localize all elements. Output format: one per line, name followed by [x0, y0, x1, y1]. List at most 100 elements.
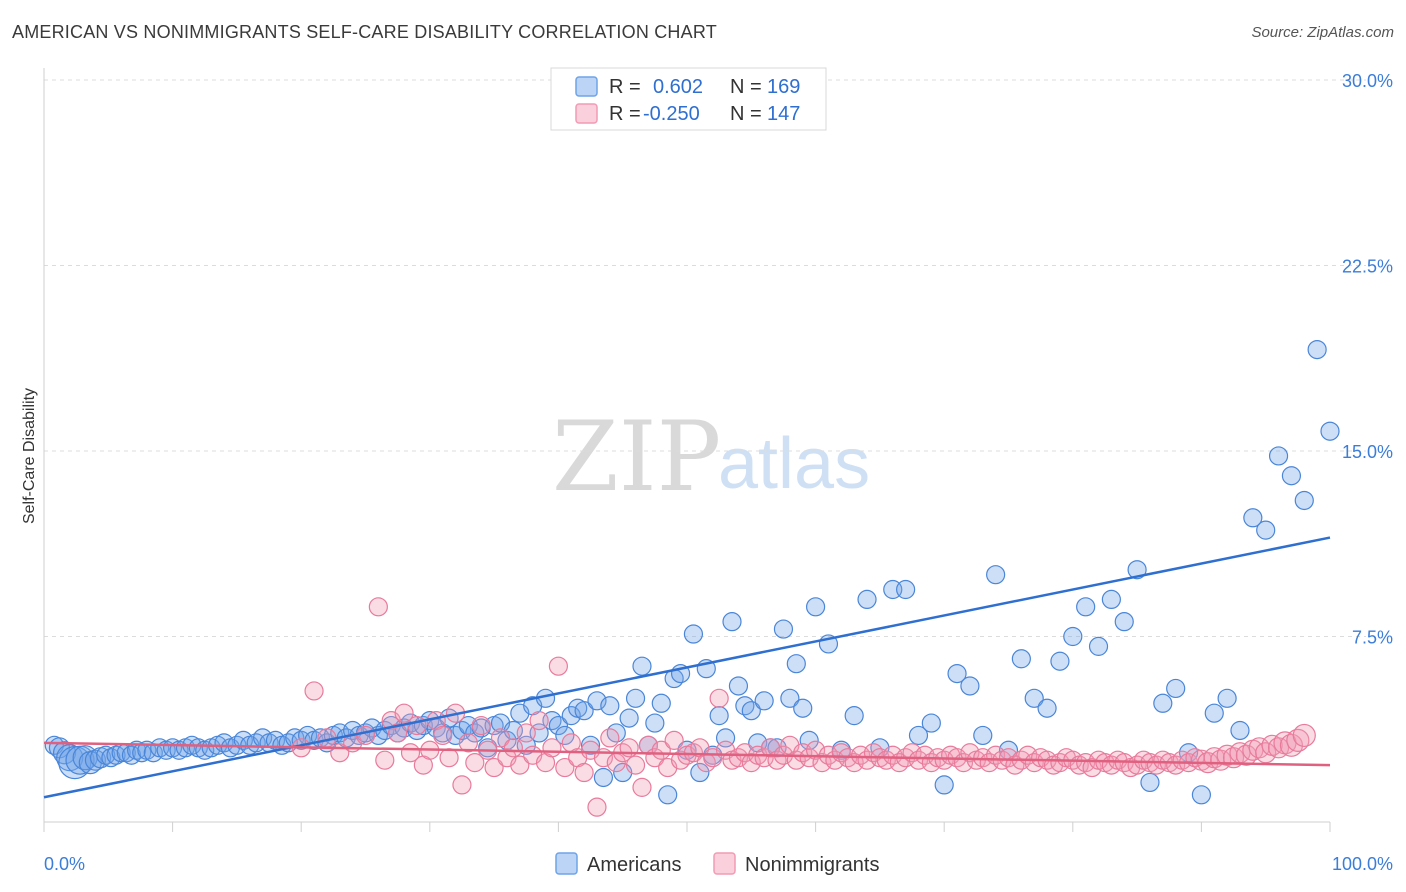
- data-point-nonimmigrants: [741, 753, 761, 773]
- y-tick-label: 22.5%: [1342, 257, 1393, 277]
- data-point-americans: [1101, 589, 1121, 610]
- data-point-americans: [1076, 597, 1096, 617]
- data-point-americans: [645, 713, 665, 733]
- y-tick-label: 15.0%: [1342, 442, 1393, 462]
- data-point-americans: [1088, 636, 1109, 656]
- watermark-zip: ZIP: [552, 401, 721, 513]
- data-point-nonimmigrants: [1082, 757, 1102, 778]
- data-point-americans: [780, 688, 800, 708]
- data-point-americans: [1153, 693, 1173, 713]
- data-point-americans: [580, 735, 601, 755]
- data-point-americans: [1320, 421, 1340, 441]
- legend-americans-label: Americans: [587, 854, 681, 876]
- data-point-americans: [1230, 720, 1250, 741]
- data-point-nonimmigrants: [484, 757, 504, 778]
- data-point-nonimmigrants: [632, 777, 652, 797]
- nonimmigrants-n-label: N =: [730, 103, 762, 125]
- data-point-nonimmigrants: [458, 733, 478, 753]
- y-tick-label: 30.0%: [1342, 71, 1393, 91]
- data-point-americans: [709, 706, 729, 726]
- data-point-nonimmigrants: [368, 597, 388, 617]
- data-point-americans: [1281, 466, 1302, 486]
- data-point-nonimmigrants: [574, 762, 594, 783]
- stats-legend: R = 0.602 N = 169 R = -0.250 N = 147: [550, 67, 827, 131]
- data-point-nonimmigrants: [625, 755, 646, 775]
- grid-lines: [44, 79, 1366, 637]
- data-point-americans: [1063, 626, 1083, 647]
- data-point-americans: [1050, 651, 1070, 671]
- trend-line-nonimmigrants: [43, 741, 1331, 767]
- data-point-americans: [625, 688, 646, 708]
- data-point-americans: [555, 725, 575, 746]
- data-point-americans: [1166, 678, 1186, 699]
- data-point-americans: [793, 698, 813, 718]
- data-point-americans: [773, 619, 794, 639]
- data-point-americans: [934, 775, 954, 795]
- data-point-nonimmigrants: [709, 688, 729, 708]
- data-point-americans: [1217, 688, 1237, 708]
- nonimmigrants-swatch: [575, 103, 598, 124]
- data-point-nonimmigrants: [1292, 723, 1316, 748]
- data-point-americans: [741, 701, 761, 721]
- data-point-americans: [1191, 785, 1212, 805]
- x-tick-label-min: 0.0%: [44, 854, 85, 874]
- data-point-americans: [632, 656, 652, 676]
- data-point-americans: [1114, 612, 1134, 632]
- data-point-nonimmigrants: [799, 748, 819, 768]
- data-point-americans: [651, 693, 671, 713]
- data-point-americans: [960, 676, 980, 696]
- data-point-americans: [600, 696, 620, 716]
- data-point-americans: [574, 701, 594, 721]
- data-point-nonimmigrants: [471, 715, 491, 736]
- data-point-nonimmigrants: [542, 738, 562, 758]
- data-point-americans: [1307, 339, 1327, 360]
- data-point-nonimmigrants: [510, 755, 530, 775]
- source-label: Source: ZipAtlas.com: [1251, 24, 1394, 41]
- data-point-americans: [973, 725, 993, 746]
- data-point-americans: [786, 654, 806, 674]
- legend-nonimmigrants-swatch: [713, 852, 736, 875]
- data-point-nonimmigrants: [465, 753, 485, 773]
- data-point-nonimmigrants: [555, 757, 575, 778]
- data-point-americans: [658, 785, 678, 805]
- watermark-atlas: atlas: [718, 424, 870, 504]
- data-point-nonimmigrants: [439, 748, 459, 768]
- data-point-americans: [805, 597, 826, 617]
- data-point-americans: [1204, 703, 1224, 723]
- data-point-nonimmigrants: [503, 738, 523, 758]
- data-point-nonimmigrants: [805, 740, 826, 760]
- data-point-americans: [986, 565, 1006, 585]
- data-point-americans: [728, 676, 749, 696]
- americans-swatch: [575, 76, 598, 97]
- americans-n-label: N =: [730, 76, 762, 98]
- data-point-americans: [1011, 649, 1031, 669]
- data-point-nonimmigrants: [388, 723, 408, 743]
- nonimmigrants-r-label: R =: [609, 103, 641, 125]
- data-point-americans: [561, 706, 581, 726]
- data-point-americans: [606, 723, 626, 743]
- data-point-americans: [1243, 508, 1263, 528]
- data-point-nonimmigrants: [452, 775, 472, 795]
- data-point-nonimmigrants: [490, 728, 511, 748]
- data-point-nonimmigrants: [516, 723, 536, 743]
- nonimmigrants-r-value: -0.250: [643, 103, 700, 125]
- data-point-americans: [548, 715, 569, 736]
- data-point-americans: [690, 762, 710, 783]
- y-tick-labels: 7.5% 15.0% 22.5% 30.0%: [1342, 71, 1393, 648]
- data-point-americans: [947, 663, 967, 684]
- data-point-americans: [754, 691, 774, 711]
- data-point-americans: [96, 745, 116, 765]
- data-point-americans: [593, 767, 614, 788]
- legend-americans-swatch: [555, 852, 578, 875]
- data-point-nonimmigrants: [587, 797, 607, 817]
- series-legend: Americans Nonimmigrants: [555, 852, 879, 876]
- data-point-nonimmigrants: [529, 710, 549, 731]
- americans-r-label: R =: [609, 76, 641, 98]
- data-point-nonimmigrants: [548, 656, 569, 676]
- data-point-americans: [921, 713, 941, 733]
- data-point-nonimmigrants: [394, 703, 414, 723]
- data-point-americans: [1294, 490, 1314, 511]
- data-point-americans: [722, 612, 742, 632]
- data-point-americans: [857, 589, 877, 610]
